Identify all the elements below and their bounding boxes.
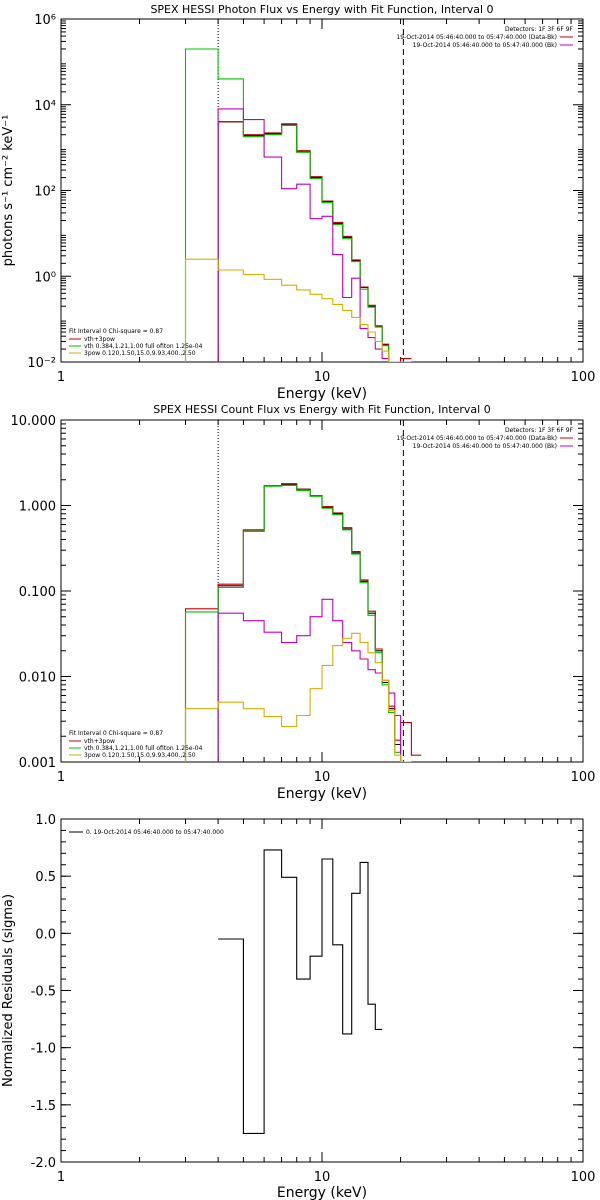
resid-chart: 1 10 100 Energy (keV) -2.0 -1.5 -1.0 -0.5 0.0 0.5…: [1, 813, 595, 1200]
count-series-1: [184, 483, 422, 762]
count-ytick-label: 10.000: [11, 414, 57, 429]
resid-ytick-label: 1.0: [35, 813, 56, 828]
count-ytick-label: 1.000: [19, 500, 56, 515]
photon-legend-entry: 19-Oct-2014 05:46:40.000 to 05:47:40.000…: [396, 34, 557, 41]
photon-xtick-label: 100: [571, 370, 596, 385]
photon-ytick-label: 10⁶: [34, 13, 56, 28]
count-fit-legend-header: Fit Interval 0 Chi-square = 0.87: [69, 730, 163, 737]
photon-xtick-label: 10: [314, 370, 331, 385]
photon-xlabel: Energy (keV): [277, 386, 367, 402]
resid-ylabel: Normalized Residuals (sigma): [1, 894, 16, 1087]
count-xtick-label: 1: [57, 770, 65, 785]
resid-series-0: [218, 849, 383, 1134]
resid-legend-entry: 0. 19-Oct-2014 05:46:40.000 to 05:47:40.…: [86, 829, 224, 836]
count-fit-legend-entry: vth 0.384,1.21,1.00 full ofiton 1.25e-04: [84, 745, 203, 752]
count-title: SPEX HESSI Count Flux vs Energy with Fit…: [153, 403, 490, 416]
photon-series-4: [184, 258, 412, 362]
photon-fit-legend-entry: 3pow 0.120,1.50,15.0,9.93,400.,2.50: [84, 350, 196, 357]
count-legend-entry: 19-Oct-2014 05:46:40.000 to 05:47:40.000…: [413, 443, 557, 450]
count-fit-legend-entry: 3pow 0.120,1.50,15.0,9.93,400.,2.50: [84, 752, 196, 759]
count-legend-entry: 19-Oct-2014 05:46:40.000 to 05:47:40.000…: [396, 435, 557, 442]
photon-series-1: [217, 121, 412, 362]
resid-xtick-label: 100: [571, 1170, 596, 1185]
count-ytick-label: 0.001: [19, 756, 56, 771]
photon-series-2: [184, 48, 412, 362]
resid-xtick-label: 10: [314, 1170, 331, 1185]
photon-legend-entry: 19-Oct-2014 05:46:40.000 to 05:47:40.000…: [413, 42, 557, 49]
resid-ytick-label: 0.5: [35, 870, 56, 885]
count-series-4: [184, 632, 412, 762]
count-plot-frame: [60, 419, 584, 763]
photon-ylabel: photons s⁻¹ cm⁻² keV⁻¹: [1, 115, 16, 267]
photon-fit-legend-entry: vth+3pow: [84, 336, 115, 343]
photon-legend-header: Detectors: 1F 3F 6F 9F: [505, 26, 574, 33]
count-ytick-label: 0.100: [19, 585, 56, 600]
count-fit-legend-entry: vth+3pow: [84, 738, 115, 745]
count-chart: SPEX HESSI Count Flux vs Energy with Fit…: [11, 403, 596, 802]
photon-title: SPEX HESSI Photon Flux vs Energy with Fi…: [150, 3, 493, 16]
resid-xtick-label: 1: [57, 1170, 65, 1185]
photon-chart: SPEX HESSI Photon Flux vs Energy with Fi…: [1, 3, 595, 402]
photon-fit-legend-entry: vth 0.384,1.21,1.00 full ofiton 1.25e-04: [84, 343, 203, 350]
photon-ytick-label: 10⁻²: [27, 356, 56, 371]
photon-ytick-label: 10²: [34, 185, 56, 200]
count-xtick-label: 10: [314, 770, 331, 785]
resid-ytick-label: 0.0: [35, 927, 56, 942]
resid-ytick-label: -2.0: [31, 1156, 56, 1171]
photon-xtick-label: 1: [57, 370, 65, 385]
count-xlabel: Energy (keV): [277, 786, 367, 802]
resid-ytick-label: -0.5: [31, 985, 56, 1000]
count-ytick-label: 0.010: [19, 671, 56, 686]
count-xtick-label: 100: [571, 770, 596, 785]
resid-ytick-label: -1.0: [31, 1042, 56, 1057]
photon-fit-legend-header: Fit Interval 0 Chi-square = 0.87: [69, 328, 163, 335]
photon-ytick-label: 10⁴: [34, 99, 56, 114]
count-series-0: [217, 484, 412, 762]
resid-ytick-label: -1.5: [31, 1099, 56, 1114]
photon-series-3: [217, 108, 412, 362]
photon-ytick-label: 10⁰: [34, 270, 56, 285]
resid-xlabel: Energy (keV): [277, 1185, 367, 1200]
count-series-2: [184, 484, 412, 762]
count-legend-header: Detectors: 1F 3F 6F 9F: [505, 427, 574, 434]
